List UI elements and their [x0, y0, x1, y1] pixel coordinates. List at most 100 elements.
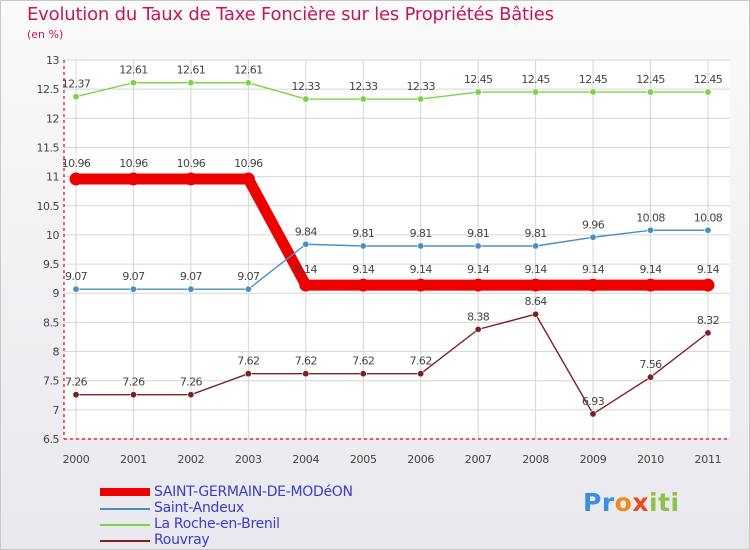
x-tick-label: 2007: [465, 453, 492, 466]
data-label: 9.14: [467, 263, 490, 276]
data-point: [589, 233, 597, 241]
data-point: [474, 88, 482, 96]
data-label: 12.33: [406, 80, 435, 93]
legend-swatch-saint-germain: [100, 488, 150, 496]
data-label: 10.96: [119, 157, 148, 170]
data-label: 12.45: [694, 73, 723, 86]
data-point: [187, 391, 195, 399]
x-tick-label: 2003: [235, 453, 262, 466]
y-tick-label: 12: [46, 112, 59, 125]
data-label: 7.62: [410, 355, 432, 368]
data-label: 12.33: [349, 80, 378, 93]
y-tick-label: 7.5: [43, 375, 59, 388]
y-tick-label: 6.5: [43, 433, 59, 446]
chart-title: Evolution du Taux de Taxe Foncière sur l…: [27, 4, 554, 25]
data-label: 12.33: [292, 80, 321, 93]
data-label: 9.14: [295, 263, 318, 276]
data-point: [704, 329, 712, 337]
data-label: 12.61: [177, 64, 206, 77]
data-point: [129, 285, 137, 293]
y-tick-label: 9: [53, 287, 60, 300]
chart-unit-label: (en %): [27, 28, 64, 41]
legend-label: Rouvray: [154, 532, 210, 548]
data-label: 9.14: [352, 263, 375, 276]
y-tick-label: 7: [53, 404, 60, 417]
data-point: [701, 278, 715, 292]
x-tick-label: 2010: [637, 453, 664, 466]
legend-label: SAINT-GERMAIN-DE-MODéON: [154, 484, 353, 500]
data-label: 8.32: [697, 314, 719, 327]
data-label: 7.26: [122, 376, 145, 389]
data-label: 9.07: [65, 270, 88, 283]
data-point: [244, 285, 252, 293]
data-point: [129, 79, 137, 87]
data-point: [356, 278, 370, 292]
data-label: 9.14: [582, 263, 605, 276]
data-point: [646, 226, 654, 234]
data-label: 9.96: [582, 218, 605, 231]
data-label: 7.62: [352, 355, 374, 368]
data-point: [69, 172, 83, 186]
series-line-rouvray: [75, 313, 709, 415]
data-point: [417, 370, 425, 378]
x-tick-label: 2001: [120, 453, 147, 466]
logo-letter: o: [614, 488, 633, 517]
legend-swatch-rouvray: [100, 540, 150, 542]
data-label: 9.14: [410, 263, 433, 276]
data-label: 12.45: [579, 73, 608, 86]
data-label: 12.61: [119, 64, 148, 77]
y-tick-label: 10: [46, 229, 59, 242]
data-label: 10.96: [234, 157, 263, 170]
data-point: [129, 391, 137, 399]
series-line-saint-germain-de-mode-on: [70, 173, 714, 291]
y-tick-label: 13: [46, 54, 59, 67]
data-label: 7.56: [639, 358, 662, 371]
x-tick-label: 2009: [580, 453, 607, 466]
data-point: [72, 93, 80, 101]
data-point: [302, 240, 310, 248]
data-label: 9.81: [410, 227, 432, 240]
data-label: 8.38: [467, 310, 490, 323]
data-point: [187, 79, 195, 87]
data-point: [589, 88, 597, 96]
data-label: 9.14: [639, 263, 662, 276]
plot-area: [64, 60, 730, 439]
data-label: 9.81: [467, 227, 489, 240]
data-point: [646, 373, 654, 381]
data-label: 9.07: [122, 270, 145, 283]
data-label: 12.37: [62, 78, 91, 91]
data-label: 9.81: [352, 227, 374, 240]
data-label: 10.96: [177, 157, 206, 170]
data-label: 9.07: [237, 270, 260, 283]
data-label: 9.81: [525, 227, 547, 240]
legend-label: Saint-Andeux: [154, 500, 244, 516]
y-tick-label: 12.5: [37, 83, 60, 96]
data-label: 6.93: [582, 395, 605, 408]
data-point: [359, 370, 367, 378]
logo-letter: i: [670, 488, 680, 517]
data-point: [126, 172, 140, 186]
data-point: [302, 370, 310, 378]
data-point: [704, 226, 712, 234]
data-point: [474, 242, 482, 250]
data-label: 12.45: [521, 73, 550, 86]
legend-label: La Roche-en-Brenil: [154, 516, 280, 532]
data-point: [532, 242, 540, 250]
data-label: 12.61: [234, 64, 263, 77]
y-tick-label: 8.5: [43, 316, 59, 329]
data-label: 7.62: [237, 355, 259, 368]
logo-letter: r: [601, 488, 615, 517]
data-point: [532, 310, 540, 318]
data-label: 10.08: [694, 211, 723, 224]
data-point: [241, 172, 255, 186]
y-tick-label: 10.5: [37, 200, 60, 213]
data-point: [646, 88, 654, 96]
data-point: [414, 278, 428, 292]
data-label: 9.14: [697, 263, 720, 276]
data-point: [586, 278, 600, 292]
y-tick-label: 8: [53, 346, 60, 359]
x-tick-label: 2005: [350, 453, 377, 466]
data-point: [471, 278, 485, 292]
data-point: [417, 95, 425, 103]
y-tick-label: 9.5: [43, 258, 59, 271]
